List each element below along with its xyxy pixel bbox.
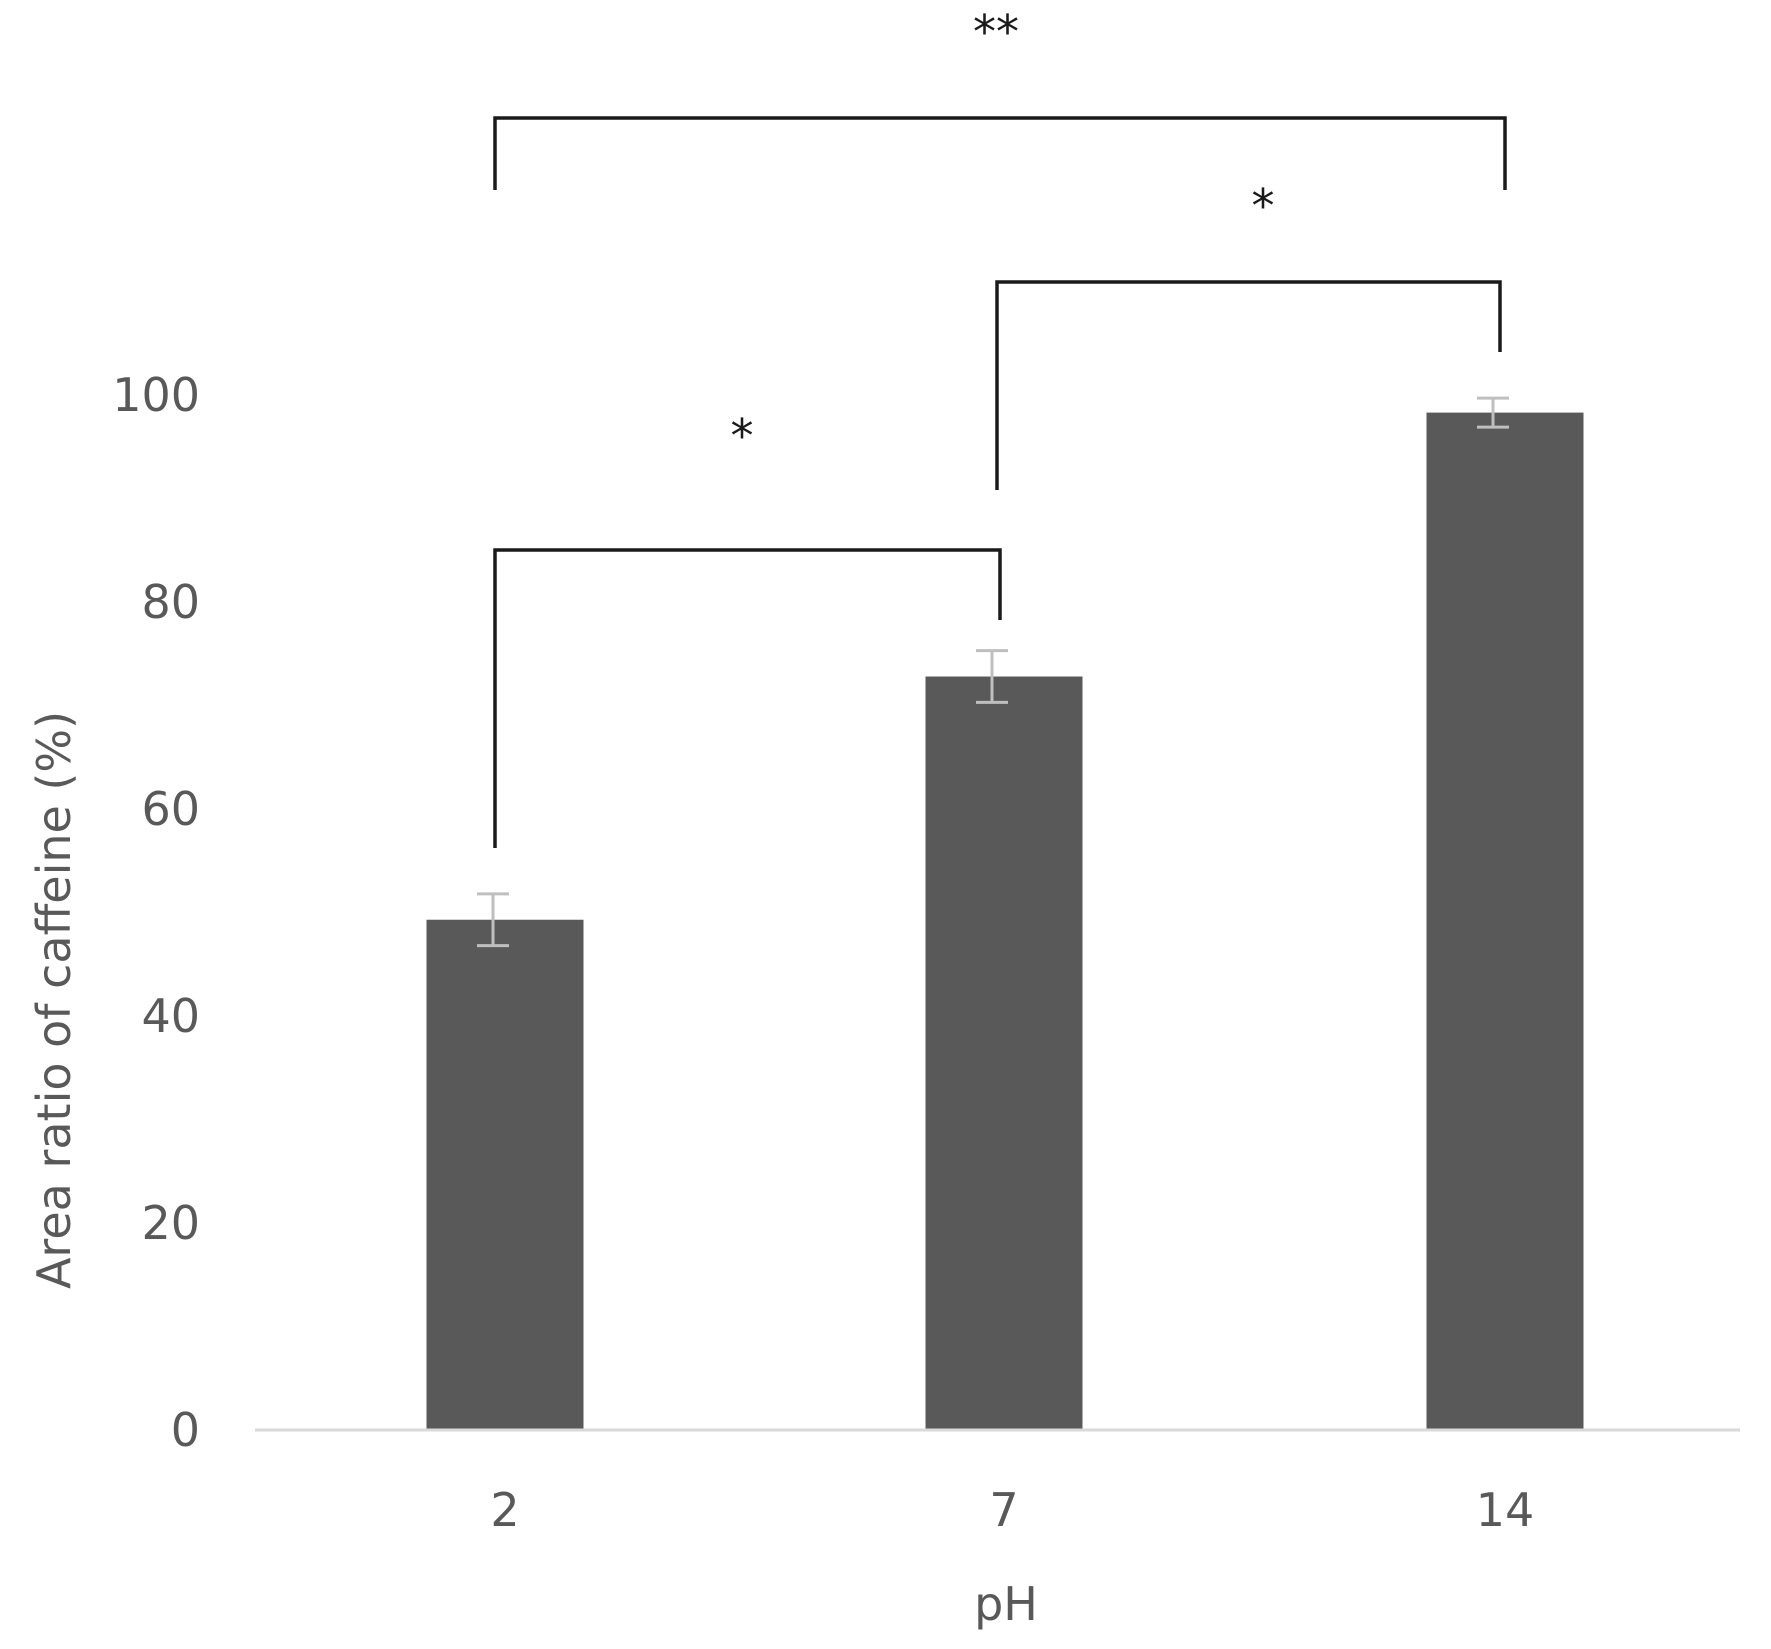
- bar-ph-2: [426, 919, 584, 1430]
- error-bars-layer: [477, 396, 1509, 948]
- y-tick-label: 80: [141, 575, 200, 629]
- bracket-line: [995, 280, 1502, 490]
- bar-ph-14: [1426, 412, 1584, 1431]
- y-tick-label: 0: [171, 1403, 200, 1457]
- significance-bracket-7-vs-14: *: [995, 179, 1502, 490]
- significance-label: *: [1252, 179, 1275, 233]
- bars-layer: [426, 412, 1584, 1431]
- y-tick-label: 100: [112, 368, 200, 422]
- bar-ph-7: [925, 676, 1083, 1430]
- bracket-line: [493, 116, 1507, 190]
- significance-bracket-2-vs-7: *: [493, 409, 1002, 848]
- y-axis-title: Area ratio of caffeine (%): [27, 711, 81, 1289]
- significance-brackets: ****: [493, 5, 1507, 848]
- y-tick-label: 20: [141, 1196, 200, 1250]
- y-tick-label: 60: [141, 782, 200, 836]
- error-bar-ph-2: [477, 892, 509, 948]
- x-axis-title: pH: [974, 1577, 1038, 1631]
- significance-label: **: [973, 5, 1019, 59]
- bracket-line: [493, 548, 1002, 848]
- x-tick-labels: 2 7 14: [490, 1483, 1534, 1537]
- y-tick-label: 40: [141, 989, 200, 1043]
- x-tick-label: 14: [1476, 1483, 1535, 1537]
- x-tick-label: 2: [490, 1483, 519, 1537]
- significance-label: *: [731, 409, 754, 463]
- x-tick-label: 7: [989, 1483, 1018, 1537]
- error-bar-ph-7: [976, 649, 1008, 704]
- significance-bracket-2-vs-14: **: [493, 5, 1507, 190]
- y-tick-labels: 0 20 40 60 80 100: [112, 368, 200, 1457]
- error-bar-ph-14: [1477, 396, 1509, 429]
